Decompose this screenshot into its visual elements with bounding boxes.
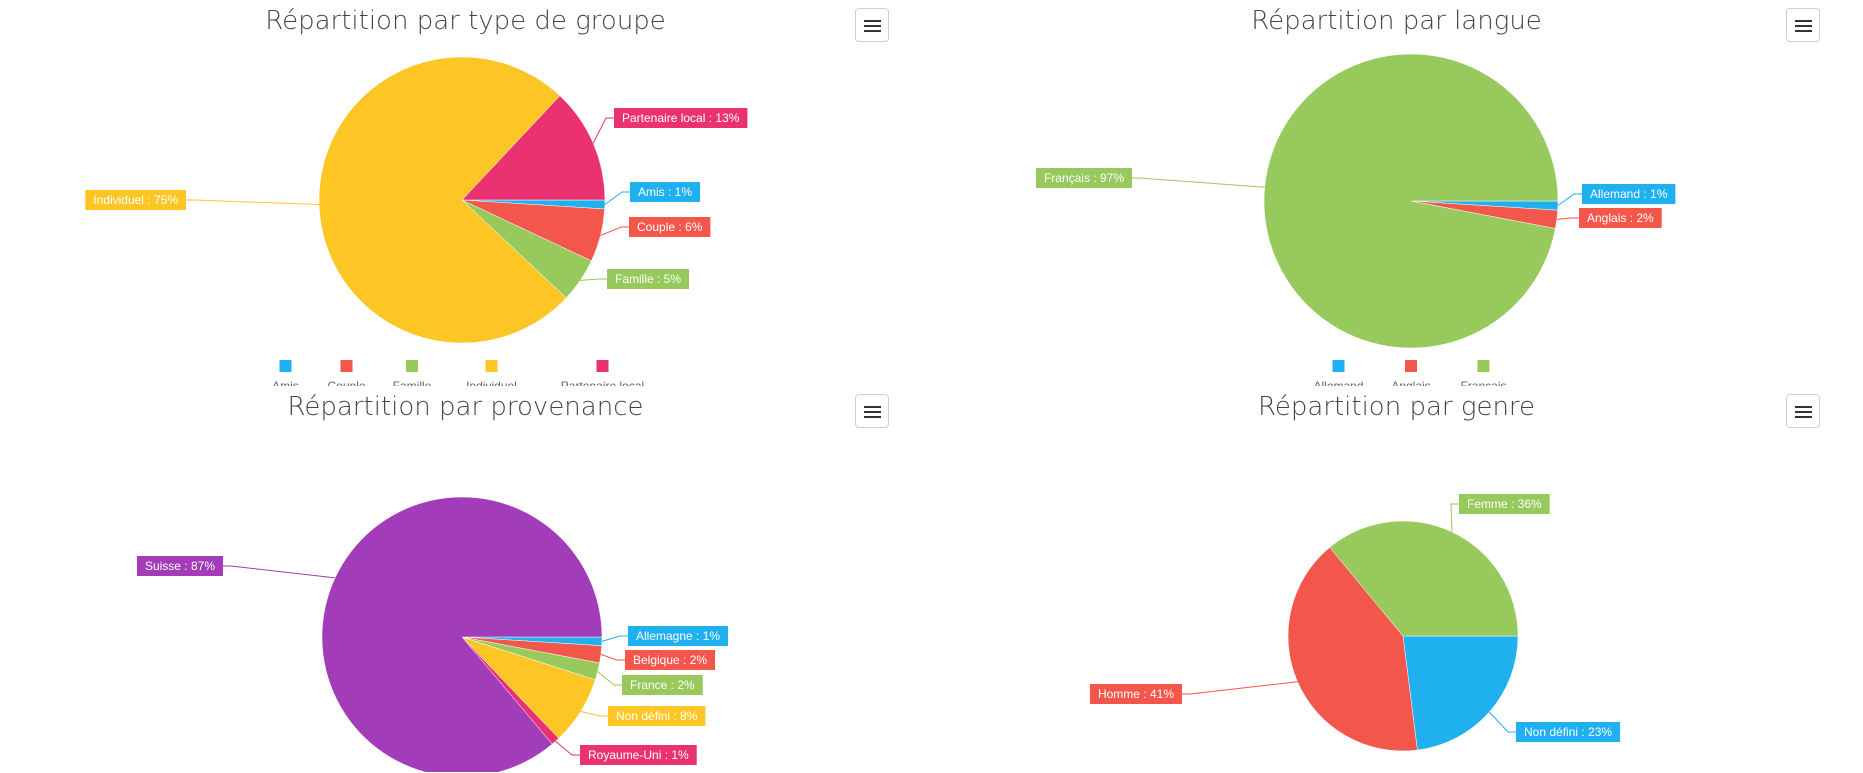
pie-chart-group-type: Amis : 1% Couple : 6% Famille : 5% Individu… [85,56,748,386]
hamburger-menu-icon [1795,20,1812,22]
data-label-france: France : 2% [630,678,695,692]
data-label-suisse: Suisse : 87% [145,559,215,573]
callout-box-famille [607,269,690,289]
legend-item-couple[interactable]: Couple [327,360,366,386]
data-label-anglais: Anglais : 2% [1587,211,1654,225]
legend-swatch [1477,360,1490,372]
pie-chart-origin: Allemagne : 1% Belgique : 2% France : 2% No… [136,496,729,772]
data-label-allemagne: Allemagne : 1% [636,629,720,643]
data-label-amis: Amis : 1% [638,185,692,199]
callout-box-francais [1035,168,1132,188]
callout-connector [1557,193,1582,207]
callout-connector [223,565,336,579]
data-label-famille: Famille : 5% [615,272,681,286]
data-label-non-defini: Non défini : 23% [1524,725,1612,739]
chart-title: Répartition par type de groupe [265,6,666,36]
legend-item-famille[interactable]: Famille [393,360,432,386]
chart-title: Répartition par langue [1251,6,1542,36]
callout-connector [555,740,580,756]
legend-swatch [279,360,292,372]
callout-box-france [622,675,703,695]
callout-box-amis [630,182,701,202]
callout-box-homme [1089,684,1182,704]
hamburger-menu-icon [864,20,881,22]
pie-slice-suisse[interactable] [321,496,603,772]
callout-connector [600,226,629,237]
callout-connector [580,278,607,281]
callout-connector [1488,711,1516,733]
legend-item-individuel[interactable]: Individuel [466,360,517,386]
chart-menu-button[interactable] [1786,8,1820,42]
callout-box-non-defini [1516,722,1621,742]
callout-box-suisse [136,556,223,576]
callout-box-allemand [1582,184,1676,204]
callout-connector [1556,217,1579,220]
legend-item-allemand[interactable]: Allemand [1313,360,1364,386]
callout-box-non-defini [608,706,706,726]
legend-item-anglais[interactable]: Anglais [1391,360,1431,386]
callout-connector [1450,503,1459,532]
legend-swatch [340,360,353,372]
legend-swatch [596,360,609,372]
data-label-royaume-uni: Royaume-Uni : 1% [588,748,689,762]
callout-box-anglais [1579,208,1662,228]
callout-box-individuel [85,190,186,210]
callout-connector [1132,177,1265,188]
chart-title: Répartition par provenance [287,392,644,422]
hamburger-menu-icon [864,406,881,408]
data-label-non-defini: Non défini : 8% [616,709,698,723]
chart-panel-origin: Répartition par provenance Allemagne : 1… [0,386,931,772]
callout-connector [1182,681,1298,695]
callout-box-partenaire-local [614,108,748,128]
callout-box-royaume-uni [580,745,697,765]
chart-panel-language: Répartition par langue Allemand : 1% Angl… [931,0,1862,386]
legend-label: Français [1460,379,1506,386]
legend-label: Partenaire local [561,379,644,386]
callout-box-couple [629,217,711,237]
pie-chart-gender: Non défini : 23% Homme : 41% Femme : 36% [1089,494,1621,752]
data-label-individuel: Individuel : 75% [93,193,178,207]
callout-connector [604,191,630,205]
chart-panel-group-type: Répartition par type de groupe Amis : 1%… [0,0,931,386]
callout-box-allemagne [628,626,729,646]
pie-slice-non-defini[interactable] [1402,635,1519,751]
legend-item-partenaire-local[interactable]: Partenaire local [561,360,644,386]
callout-connector [592,117,614,144]
chart-title: Répartition par genre [1257,392,1536,422]
hamburger-menu-icon [1795,406,1812,408]
legend-label: Amis [272,379,299,386]
callout-box-belgique [625,650,716,670]
legend-swatch [485,360,498,372]
data-label-couple: Couple : 6% [637,220,703,234]
callout-box-femme [1459,494,1550,514]
legend-swatch [1405,360,1417,372]
legend-label: Couple [327,379,365,386]
callout-connector [600,653,625,661]
data-label-belgique: Belgique : 2% [633,653,707,667]
data-label-femme: Femme : 36% [1467,497,1542,511]
pie-chart-language: Allemand : 1% Anglais : 2% Français : 97% A… [1035,53,1676,386]
callout-connector [580,710,608,717]
legend-item-francais[interactable]: Français [1460,360,1507,386]
legend-label: Famille [393,379,432,386]
data-label-homme: Homme : 41% [1098,687,1174,701]
legend-label: Anglais [1391,379,1430,386]
chart-menu-button[interactable] [855,8,889,42]
pie-slice-femme[interactable] [1329,520,1519,637]
data-label-allemand: Allemand : 1% [1590,187,1668,201]
callout-connector [597,671,622,686]
chart-panel-gender: Répartition par genre Non défini : 23% Ho… [931,386,1862,772]
data-label-partenaire-local: Partenaire local : 13% [622,111,740,125]
chart-menu-button[interactable] [855,394,889,428]
chart-menu-button[interactable] [1786,394,1820,428]
legend-swatch [1332,360,1345,372]
legend-item-amis[interactable]: Amis [272,360,299,386]
legend-swatch [406,360,418,372]
callout-connector [601,635,628,642]
legend-label: Allemand [1313,379,1363,386]
callout-connector [186,199,320,205]
pie-slice-francais[interactable] [1263,53,1559,349]
data-label-francais: Français : 97% [1044,171,1124,185]
legend-label: Individuel [466,379,517,386]
